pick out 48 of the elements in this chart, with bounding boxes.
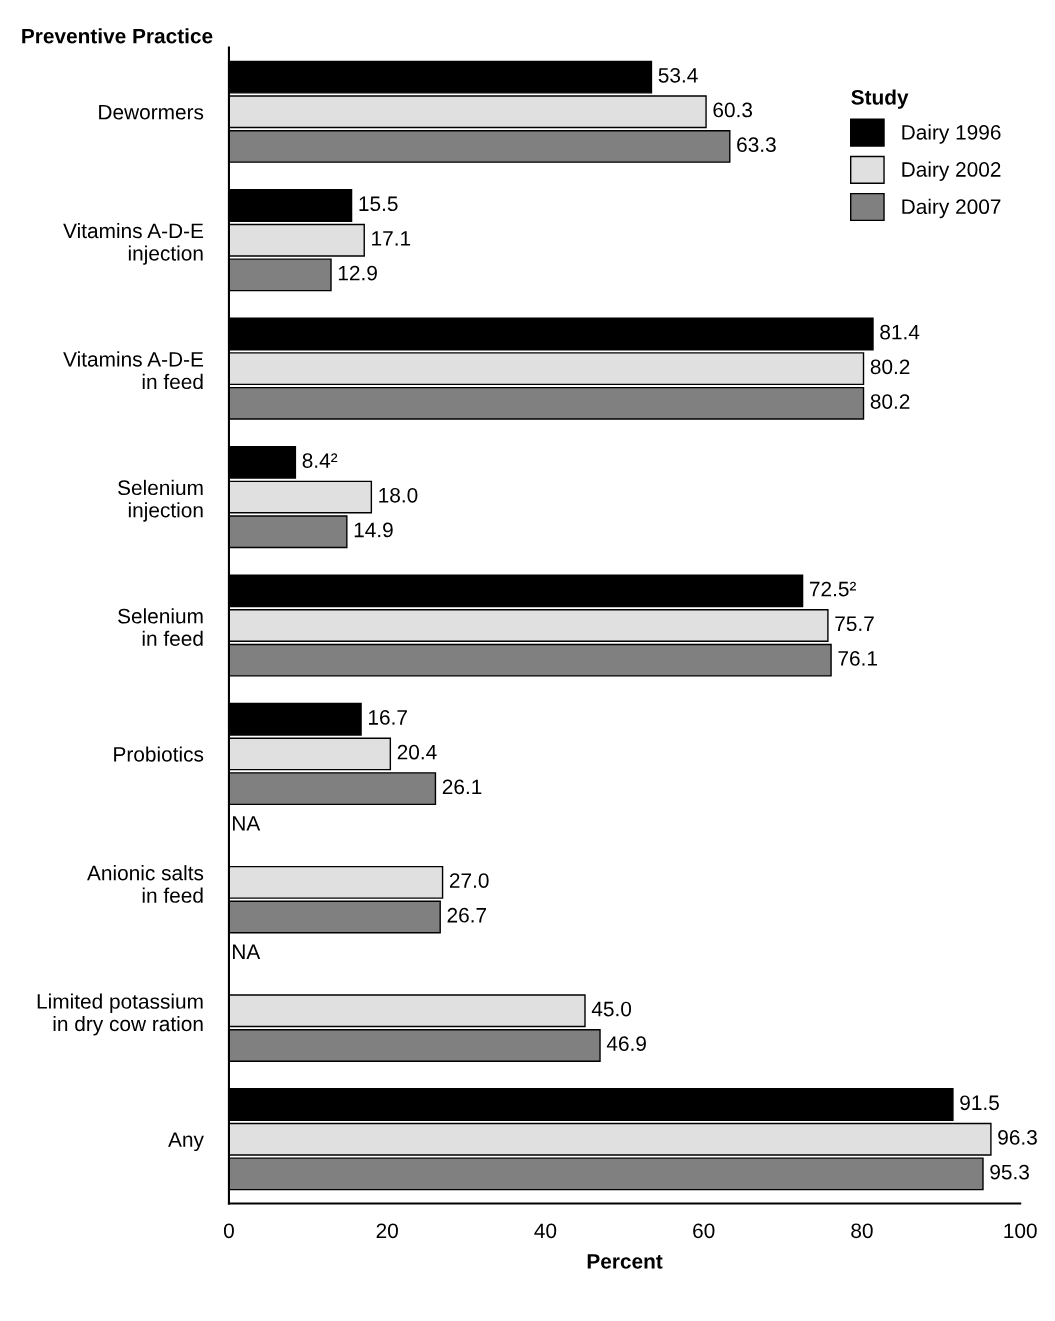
y-tick-label: Probiotics	[114, 746, 204, 762]
data-label: 75.7	[835, 616, 874, 632]
data-label: 26.7	[447, 907, 487, 923]
data-label: 17.1	[372, 231, 411, 246]
legend-label: Dairy 2007	[902, 198, 1001, 219]
data-label: 20.4	[397, 744, 437, 760]
text: NA	[233, 816, 261, 831]
legend-label: Dairy 1996	[902, 124, 1001, 144]
legend-title: Study	[851, 89, 909, 109]
data-label: 72.5²	[809, 581, 857, 597]
y-tick-label: Selenium in feed	[118, 608, 203, 646]
data-label: 96.3	[998, 1130, 1037, 1145]
data-label: 76.1	[838, 651, 877, 666]
y-tick-label: Selenium injection	[118, 479, 203, 522]
data-label: 18.0	[379, 487, 418, 503]
data-label: 45.0	[591, 1001, 632, 1017]
x-axis-title: Percent	[587, 1254, 663, 1269]
data-label: 80.2	[870, 394, 910, 409]
y-axis-title: Preventive Practice	[22, 28, 213, 44]
data-label: 16.7	[368, 710, 407, 725]
text: NA	[233, 944, 261, 959]
data-label: 12.9	[338, 265, 377, 281]
x-tick-label: 40	[534, 1223, 557, 1239]
data-label: 15.5	[359, 196, 398, 212]
data-label: 91.5	[960, 1095, 999, 1111]
y-tick-label: Limited potassium in dry cow ration	[37, 993, 203, 1036]
data-label: 46.9	[606, 1036, 646, 1052]
legend-label: Dairy 2002	[902, 161, 1001, 181]
data-label: 80.2	[870, 359, 910, 375]
y-tick-label: Vitamins A-D-E in feed	[63, 351, 204, 390]
y-tick-label: Dewormers	[99, 104, 204, 120]
y-tick-label: Anionic salts in feed	[87, 865, 204, 903]
data-label: 95.3	[990, 1164, 1029, 1180]
y-tick-label: Vitamins A-D-E injection	[63, 222, 204, 265]
data-label: 60.3	[713, 102, 753, 118]
data-label: 14.9	[354, 522, 393, 538]
x-tick-label: 20	[376, 1223, 398, 1239]
data-label: 26.1	[442, 779, 482, 795]
data-label: 63.3	[737, 137, 776, 153]
data-label: 27.0	[449, 873, 489, 888]
data-label: 8.4²	[302, 453, 338, 468]
data-label: 81.4	[880, 324, 920, 340]
data-label: 53.4	[658, 67, 698, 83]
x-tick-label: 100	[1004, 1223, 1037, 1239]
x-tick-label: 60	[693, 1223, 715, 1239]
y-tick-label: Any	[168, 1132, 204, 1152]
x-tick-label: 80	[851, 1223, 873, 1239]
x-tick-label: 0	[223, 1223, 234, 1239]
